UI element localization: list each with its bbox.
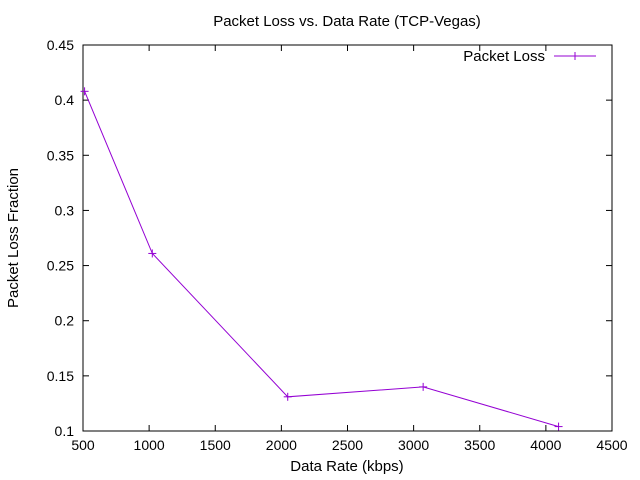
- x-tick-label: 1000: [134, 437, 165, 453]
- x-tick-label: 3000: [398, 437, 429, 453]
- legend-label-packet-loss: Packet Loss: [463, 48, 545, 65]
- x-axis: 500 1000 1500 2000 2500 3000 3500 4000 4500: [71, 45, 628, 453]
- y-tick-label: 0.45: [47, 37, 74, 53]
- data-point: [554, 422, 563, 431]
- x-tick-label: 2500: [332, 437, 363, 453]
- y-axis-label: Packet Loss Fraction: [5, 168, 22, 308]
- y-tick-label: 0.4: [55, 92, 75, 108]
- y-tick-label: 0.15: [47, 368, 74, 384]
- x-tick-label: 3500: [464, 437, 495, 453]
- legend: Packet Loss: [463, 48, 596, 65]
- chart-title: Packet Loss vs. Data Rate (TCP-Vegas): [213, 13, 481, 30]
- data-point: [283, 392, 292, 401]
- y-tick-label: 0.35: [47, 147, 74, 163]
- y-tick-label: 0.25: [47, 258, 74, 274]
- x-tick-label: 4000: [530, 437, 561, 453]
- data-point: [419, 382, 428, 391]
- y-axis: 0.1 0.15 0.2 0.25 0.3 0.35 0.4 0.45: [47, 37, 612, 439]
- series-line-packet-loss: [84, 91, 559, 428]
- x-tick-label: 500: [71, 437, 95, 453]
- y-tick-label: 0.2: [55, 313, 75, 329]
- x-tick-label: 2000: [266, 437, 297, 453]
- plot-area-frame: [82, 44, 613, 432]
- series-packet-loss: [80, 87, 563, 431]
- data-point: [80, 87, 89, 96]
- x-axis-label: Data Rate (kbps): [290, 458, 403, 475]
- y-tick-label: 0.3: [55, 202, 75, 218]
- x-tick-label: 4500: [596, 437, 627, 453]
- x-tick-label: 1500: [200, 437, 231, 453]
- data-point: [148, 249, 157, 258]
- y-tick-label: 0.1: [55, 423, 75, 439]
